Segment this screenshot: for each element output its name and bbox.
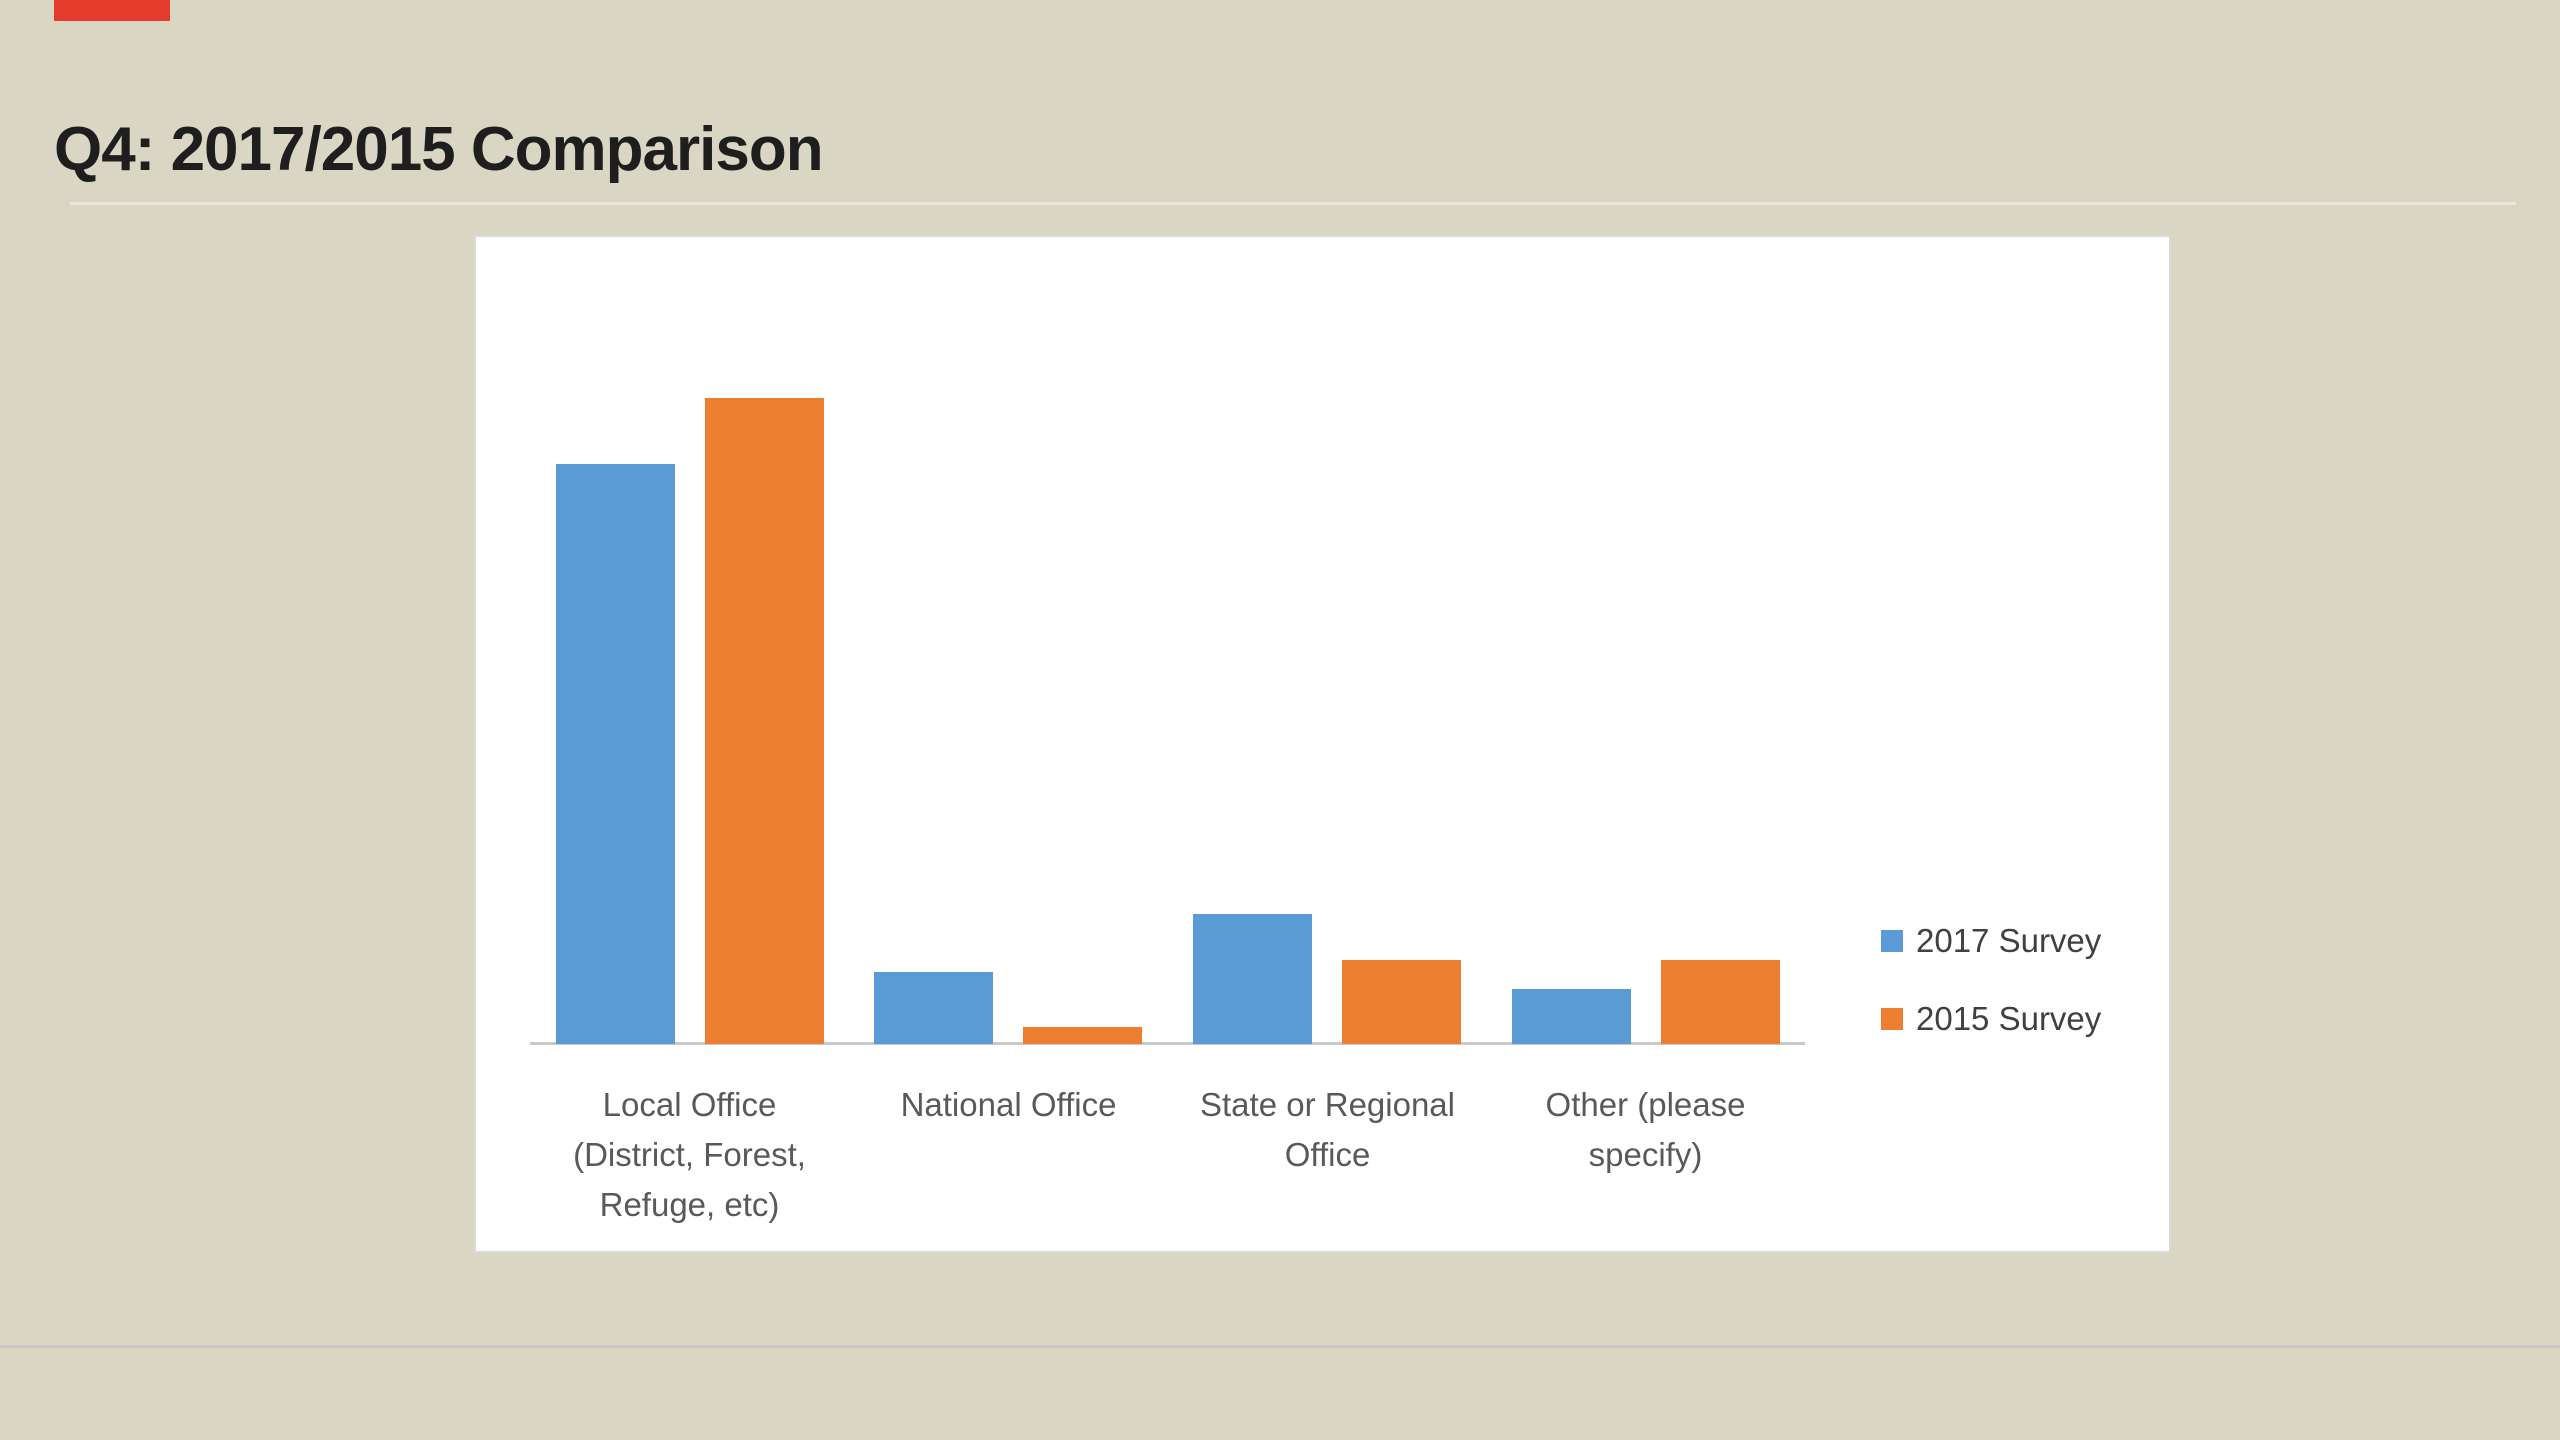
bar-2017-survey-2: [1193, 914, 1312, 1044]
bar-2017-survey-3: [1512, 989, 1631, 1044]
category-label-line: (District, Forest,: [573, 1136, 806, 1173]
chart-panel: Local Office (District, Forest, Refuge, et…: [474, 235, 2171, 1253]
footer-divider-line: [0, 1345, 2560, 1348]
slide-title: Q4: 2017/2015 Comparison: [54, 115, 824, 184]
category-label-3: Other (please specify): [1476, 1080, 1815, 1180]
category-label-0: Local Office (District, Forest, Refuge, et…: [520, 1080, 859, 1230]
category-label-line: Local Office: [602, 1086, 777, 1123]
category-label-2: State or Regional Office: [1158, 1080, 1497, 1180]
title-divider-line: [70, 202, 2516, 205]
x-axis-line: [530, 1042, 1805, 1045]
legend-item-2015-survey: 2015 Survey: [1881, 1000, 2102, 1037]
legend-swatch-2015-survey: [1881, 1008, 1903, 1030]
bar-2015-survey-1: [1023, 1027, 1142, 1044]
category-label-line: Refuge, etc): [599, 1186, 780, 1223]
category-label-line: National Office: [900, 1086, 1117, 1123]
bar-2017-survey-0: [556, 464, 675, 1044]
category-label-line: Office: [1284, 1136, 1371, 1173]
legend-label-2015-survey: 2015 Survey: [1916, 1000, 2102, 1037]
legend-swatch-2017-survey: [1881, 930, 1903, 952]
bar-2015-survey-0: [705, 398, 824, 1044]
top-left-red-marker: [54, 0, 170, 21]
category-label-1: National Office: [839, 1080, 1178, 1130]
category-label-line: specify): [1588, 1136, 1703, 1173]
category-label-line: Other (please: [1545, 1086, 1746, 1123]
legend-item-2017-survey: 2017 Survey: [1881, 922, 2102, 959]
legend-label-2017-survey: 2017 Survey: [1916, 922, 2102, 959]
bar-2015-survey-3: [1661, 960, 1780, 1044]
category-label-line: State or Regional: [1200, 1086, 1455, 1123]
chart-legend: 2017 Survey 2015 Survey: [1881, 922, 2102, 1037]
bar-2017-survey-1: [874, 972, 993, 1044]
bar-2015-survey-2: [1342, 960, 1461, 1044]
